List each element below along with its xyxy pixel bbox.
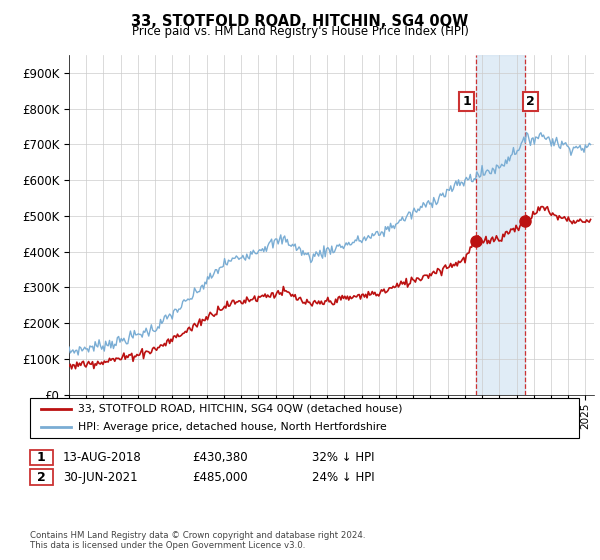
Text: £485,000: £485,000 <box>192 470 248 484</box>
Text: 32% ↓ HPI: 32% ↓ HPI <box>312 451 374 464</box>
Text: 24% ↓ HPI: 24% ↓ HPI <box>312 470 374 484</box>
Text: HPI: Average price, detached house, North Hertfordshire: HPI: Average price, detached house, Nort… <box>78 422 387 432</box>
Text: 2: 2 <box>37 470 46 484</box>
Text: 33, STOTFOLD ROAD, HITCHIN, SG4 0QW (detached house): 33, STOTFOLD ROAD, HITCHIN, SG4 0QW (det… <box>78 404 403 414</box>
Text: 30-JUN-2021: 30-JUN-2021 <box>63 470 137 484</box>
Bar <box>476 55 525 395</box>
Text: 33, STOTFOLD ROAD, HITCHIN, SG4 0QW: 33, STOTFOLD ROAD, HITCHIN, SG4 0QW <box>131 14 469 29</box>
Text: 1: 1 <box>463 95 472 108</box>
Text: Price paid vs. HM Land Registry's House Price Index (HPI): Price paid vs. HM Land Registry's House … <box>131 25 469 38</box>
Text: £430,380: £430,380 <box>192 451 248 464</box>
Text: 2: 2 <box>526 95 535 108</box>
Text: Contains HM Land Registry data © Crown copyright and database right 2024.
This d: Contains HM Land Registry data © Crown c… <box>30 530 365 550</box>
Text: 13-AUG-2018: 13-AUG-2018 <box>63 451 142 464</box>
Text: 1: 1 <box>37 451 46 464</box>
